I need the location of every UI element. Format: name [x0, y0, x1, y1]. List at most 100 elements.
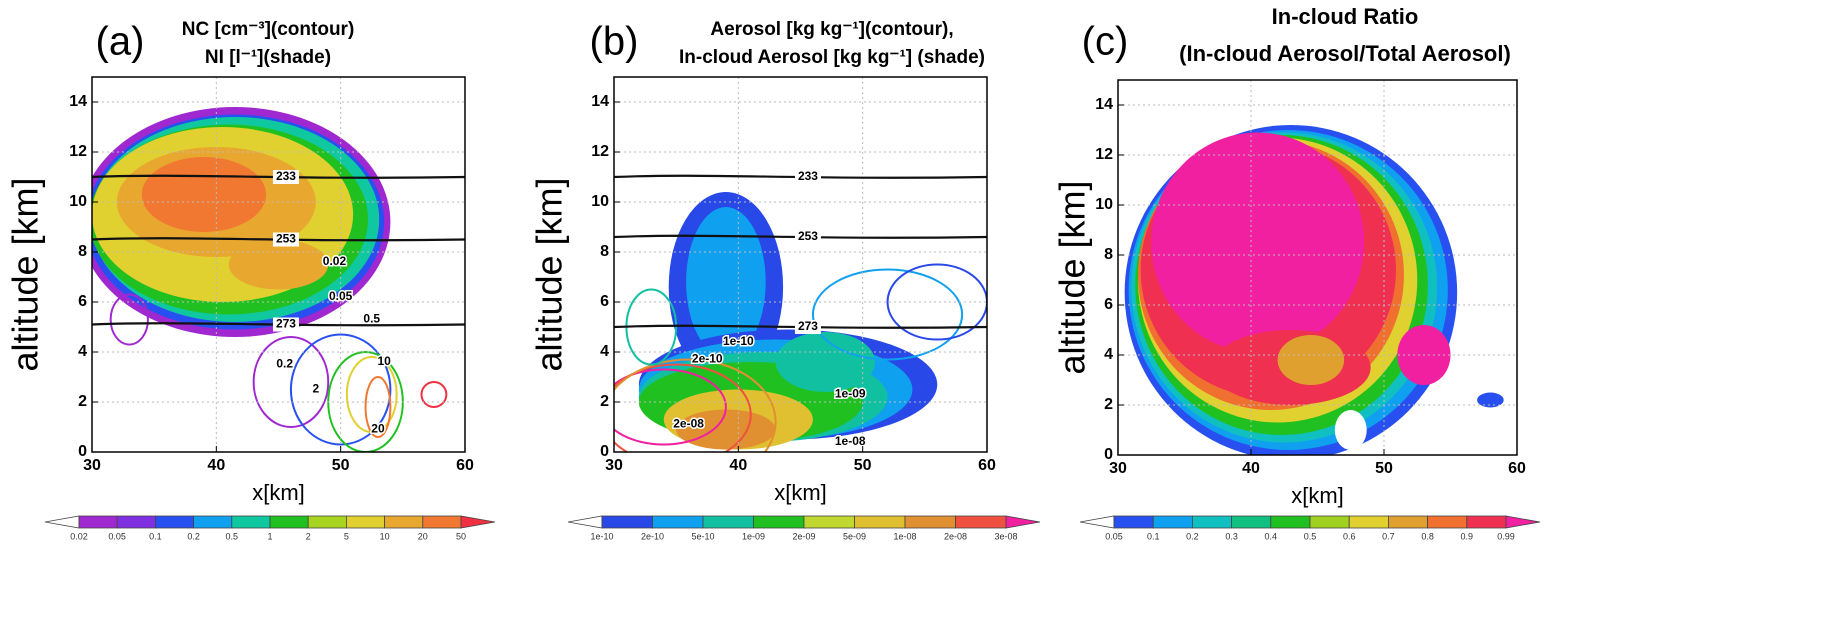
isotherm-label: 273: [276, 317, 296, 331]
contour-line: [614, 358, 777, 452]
isotherm-label-bg: [794, 320, 821, 334]
colorbar-label: 1e-09: [742, 531, 765, 541]
plot-area: [1118, 80, 1517, 455]
shade-region: [228, 239, 329, 290]
isotherm-label-bg: [794, 170, 821, 184]
x-tick-label: 50: [332, 457, 350, 474]
colorbar-box: [904, 515, 956, 529]
colorbar-label: 0.05: [108, 531, 126, 541]
colorbar-box: [1309, 515, 1350, 529]
colorbar-box: [231, 515, 271, 529]
isotherm-label: 253: [276, 232, 296, 246]
colorbar-box: [753, 515, 805, 529]
y-tick-label: 2: [600, 393, 609, 410]
contour-line: [614, 363, 752, 452]
colorbar-label: 0.99: [1497, 531, 1515, 541]
colorbar-box: [1348, 515, 1389, 529]
colorbar-box: [1231, 515, 1272, 529]
contour-line: [614, 368, 727, 446]
colorbar-label: 2: [306, 531, 311, 541]
contour-label: 20: [371, 422, 385, 436]
colorbar-end: [460, 515, 496, 529]
isotherm-label: 233: [798, 169, 818, 183]
colorbar-label: 0.3: [1225, 531, 1238, 541]
colorbar-box: [652, 515, 704, 529]
plot-frame: [91, 76, 466, 453]
x-tick-label: 60: [456, 457, 474, 474]
contour-line: [364, 376, 392, 438]
shade-region: [775, 332, 876, 392]
shade-region: [141, 157, 267, 232]
isotherm-line: [92, 174, 465, 179]
colorbar-label: 2e-10: [641, 531, 664, 541]
y-tick-label: 12: [1095, 146, 1113, 163]
colorbar-end: [1505, 515, 1541, 529]
y-tick-label: 6: [1104, 296, 1113, 313]
y-axis-label: altitude [km]: [1052, 180, 1093, 374]
x-tick-label: 30: [83, 457, 101, 474]
contour-label: 2: [312, 382, 319, 396]
shade-region: [686, 207, 766, 357]
y-tick-label: 4: [1104, 346, 1113, 363]
colorbar-box: [955, 515, 1007, 529]
colorbar-box: [601, 515, 653, 529]
isotherm-label-bg: [272, 232, 299, 247]
colorbar-box: [78, 515, 118, 529]
isotherm-line: [92, 322, 465, 327]
contour-line: [252, 336, 330, 428]
colorbar-end: [44, 515, 80, 529]
colorbar-box: [384, 515, 424, 529]
y-tick-label: 14: [1095, 96, 1113, 113]
colorbar-label: 1e-08: [893, 531, 916, 541]
y-tick-label: 0: [600, 443, 609, 460]
contour-label: 0.05: [329, 289, 353, 303]
colorbar-label: 3e-08: [994, 531, 1017, 541]
colorbar-box: [307, 515, 347, 529]
colorbar-box: [1113, 515, 1154, 529]
colorbar-label: 0.1: [149, 531, 162, 541]
contour-label: 2e-08: [673, 417, 704, 431]
y-tick-label: 8: [78, 243, 87, 260]
isotherm-line: [614, 324, 987, 329]
y-tick-label: 12: [591, 143, 609, 160]
panel-label: (b): [590, 20, 639, 64]
colorbar-label: 1: [267, 531, 272, 541]
y-tick-label: 6: [78, 293, 87, 310]
colorbar-label: 0.9: [1461, 531, 1474, 541]
panel-label: (a): [96, 20, 145, 64]
y-tick-label: 0: [78, 443, 87, 460]
contour-label: 0.5: [363, 312, 380, 326]
colorbar-label: 20: [418, 531, 428, 541]
x-axis-label: x[km]: [774, 480, 827, 505]
colorbar-label: 1e-10: [590, 531, 613, 541]
shade-region: [1151, 132, 1365, 353]
contour-line: [420, 381, 448, 408]
colorbar-label: 2e-08: [944, 531, 967, 541]
colorbar-label: 0.1: [1147, 531, 1160, 541]
contour-label: 2e-10: [692, 352, 723, 366]
x-tick-label: 40: [207, 457, 225, 474]
colorbar-label: 5e-10: [691, 531, 714, 541]
y-tick-label: 2: [1104, 396, 1113, 413]
y-tick-label: 12: [69, 143, 87, 160]
colorbar-label: 2e-09: [792, 531, 815, 541]
contour-label: 10: [378, 354, 392, 368]
plot-frame: [613, 76, 988, 453]
isotherm-label: 233: [276, 169, 296, 183]
contour-line: [109, 293, 149, 346]
colorbar-box: [1192, 515, 1233, 529]
colorbar-label: 50: [456, 531, 466, 541]
y-axis-label: altitude [km]: [529, 177, 570, 371]
colorbar-label: 0.5: [1304, 531, 1317, 541]
y-tick-label: 10: [591, 193, 609, 210]
colorbar-label: 0.4: [1265, 531, 1278, 541]
y-tick-label: 14: [69, 93, 87, 110]
colorbar-box: [1388, 515, 1429, 529]
chart-title: NC [cm⁻³](contour): [182, 19, 355, 40]
isotherm-line: [614, 174, 987, 179]
contour-label: 0.2: [276, 357, 293, 371]
colorbar-box: [702, 515, 754, 529]
colorbar-end: [567, 515, 603, 529]
colorbar-label: 0.6: [1343, 531, 1356, 541]
